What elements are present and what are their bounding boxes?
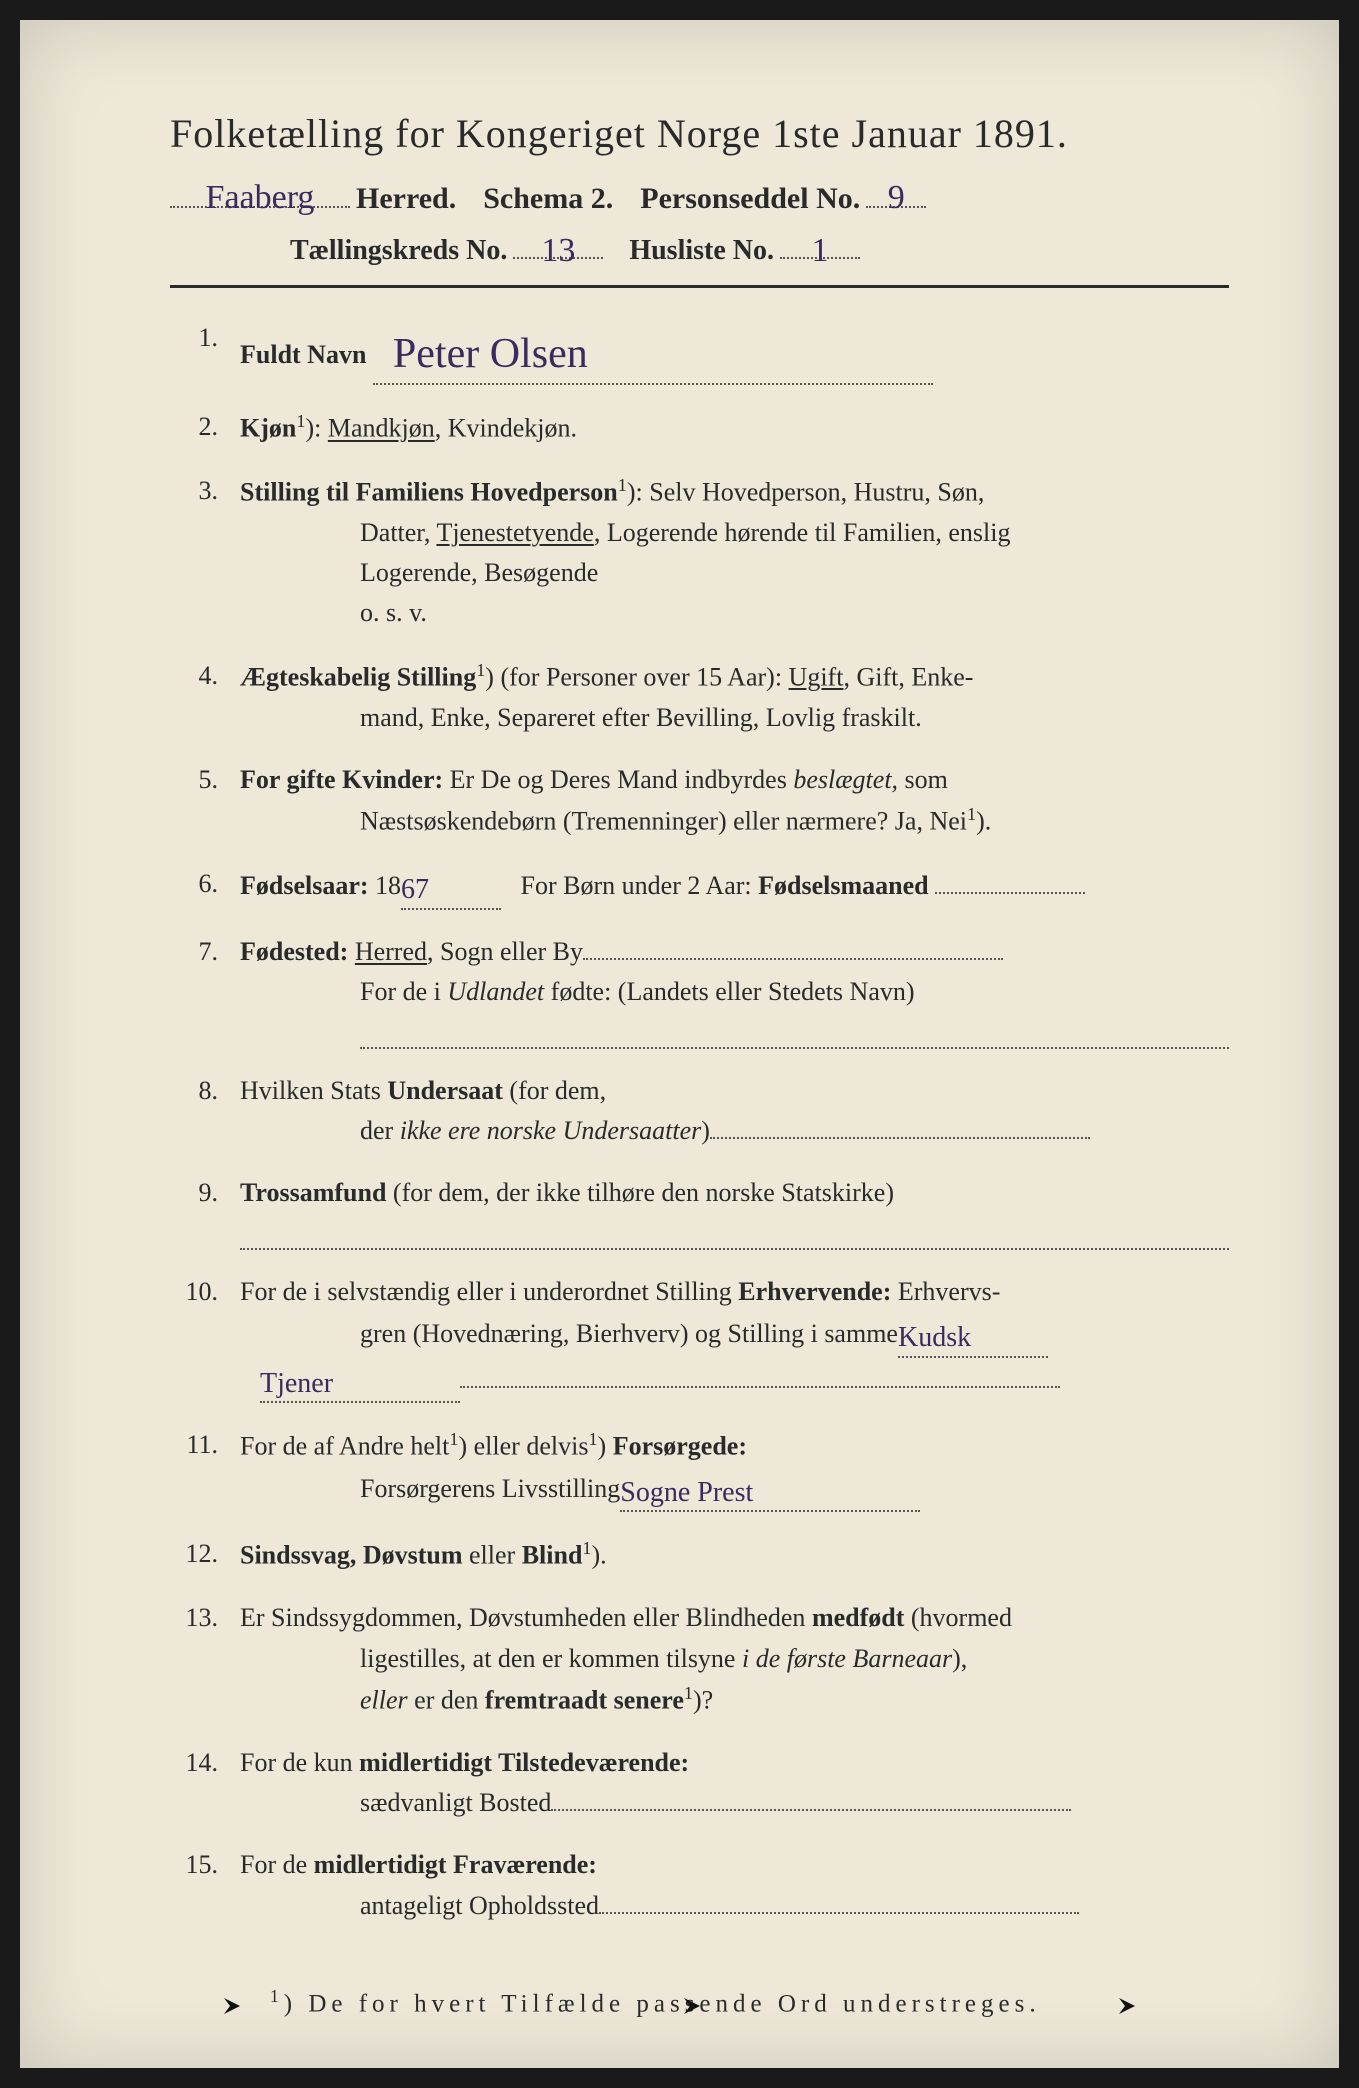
birthplace-selected: Herred [355, 937, 427, 966]
occupation-field-1: Kudsk [898, 1312, 1048, 1357]
foreign-birthplace-field [360, 1012, 1229, 1048]
label-sex: Kjøn [240, 414, 296, 443]
label-religion: Trossamfund [240, 1178, 386, 1207]
birthplace-field [583, 958, 1003, 960]
label-occupation: Erhvervende: [738, 1277, 891, 1306]
person-no-field: 9 [866, 175, 926, 208]
item-6-birthyear: 6. Fødselsaar: 1867 For Børn under 2 Aar… [170, 864, 1229, 909]
husliste-field: 1 [780, 228, 860, 259]
item-5-married-women: 5. For gifte Kvinder: Er De og Deres Man… [170, 760, 1229, 842]
kreds-value: 13 [513, 232, 603, 259]
item-12-disability: 12. Sindssvag, Døvstum eller Blind1). [170, 1534, 1229, 1576]
herred-field: Faaberg [170, 175, 350, 208]
item-4-marital: 4. Ægteskabelig Stilling1) (for Personer… [170, 656, 1229, 738]
provider-value: Sogne Prest [620, 1471, 753, 1514]
punch-hole-icon [680, 1994, 704, 2018]
form-title: Folketælling for Kongeriget Norge 1ste J… [170, 110, 1229, 157]
schema-label: Schema 2. [483, 182, 613, 216]
occupation-value-2: Tjener [260, 1362, 333, 1405]
item-10-occupation: 10. For de i selvstændig eller i underor… [170, 1272, 1229, 1403]
husliste-label: Husliste No. [629, 235, 774, 267]
item-2-sex: 2. Kjøn1): Mandkjøn, Kvindekjøn. [170, 407, 1229, 449]
herred-label: Herred. [356, 182, 456, 216]
whereabouts-field [599, 1912, 1079, 1914]
name-value: Peter Olsen [373, 322, 588, 387]
label-relation: Stilling til Familiens Hovedperson [240, 478, 618, 507]
name-field: Peter Olsen [373, 318, 933, 385]
herred-value: Faaberg [170, 179, 350, 208]
label-birthplace: Fødested: [240, 937, 348, 966]
birthmonth-field [935, 892, 1085, 894]
label-birthyear: Fødselsaar: [240, 871, 369, 900]
occupation-field-2: Tjener [260, 1358, 460, 1403]
occupation-value-1: Kudsk [898, 1316, 971, 1359]
item-3-relation: 3. Stilling til Familiens Hovedperson1):… [170, 471, 1229, 634]
year-field: 67 [401, 864, 501, 909]
kreds-field: 13 [513, 228, 603, 259]
census-form-page: Folketælling for Kongeriget Norge 1ste J… [20, 20, 1339, 2068]
form-header: Folketælling for Kongeriget Norge 1ste J… [170, 110, 1229, 288]
relation-selected: Tjenestetyende [436, 518, 593, 547]
punch-hole-icon [1115, 1994, 1139, 2018]
label-name: Fuldt Navn [240, 340, 366, 369]
item-7-birthplace: 7. Fødested: Herred, Sogn eller By For d… [170, 932, 1229, 1049]
label-citizenship: Undersaat [387, 1076, 503, 1105]
form-body: 1. Fuldt Navn Peter Olsen 2. Kjøn1): Man… [170, 318, 1229, 1926]
punch-hole-icon [220, 1994, 244, 2018]
item-9-religion: 9. Trossamfund (for dem, der ikke tilhør… [170, 1173, 1229, 1250]
label-married: For gifte Kvinder: [240, 765, 443, 794]
label-disability: Sindssvag, Døvstum [240, 1541, 463, 1570]
header-line-2: Tællingskreds No. 13 Husliste No. 1 [170, 228, 1229, 267]
kreds-label: Tællingskreds No. [290, 235, 507, 267]
item-14-temp-present: 14. For de kun midlertidigt Tilstedevære… [170, 1743, 1229, 1824]
sex-selected: Mandkjøn [328, 414, 435, 443]
header-divider [170, 285, 1229, 288]
usual-residence-field [551, 1809, 1071, 1811]
husliste-value: 1 [780, 232, 860, 259]
citizenship-field [710, 1137, 1090, 1139]
item-8-citizenship: 8. Hvilken Stats Undersaat (for dem, der… [170, 1071, 1229, 1152]
label-temp-present: midlertidigt Tilstedeværende: [359, 1748, 689, 1777]
marital-selected: Ugift [789, 662, 844, 691]
label-marital: Ægteskabelig Stilling [240, 662, 476, 691]
person-label: Personseddel No. [640, 182, 860, 216]
provider-field: Sogne Prest [620, 1467, 920, 1512]
person-no-value: 9 [866, 179, 926, 208]
year-value: 67 [401, 868, 429, 911]
item-13-disability-onset: 13. Er Sindssygdommen, Døvstumheden elle… [170, 1598, 1229, 1721]
label-temp-absent: midlertidigt Fraværende: [314, 1850, 597, 1879]
item-11-provider: 11. For de af Andre helt1) eller delvis1… [170, 1425, 1229, 1512]
header-line-1: Faaberg Herred. Schema 2. Personseddel N… [170, 175, 1229, 216]
label-provider: Forsørgede: [613, 1432, 747, 1461]
item-1-name: 1. Fuldt Navn Peter Olsen [170, 318, 1229, 385]
religion-field [240, 1213, 1229, 1249]
item-15-temp-absent: 15. For de midlertidigt Fraværende: anta… [170, 1845, 1229, 1926]
